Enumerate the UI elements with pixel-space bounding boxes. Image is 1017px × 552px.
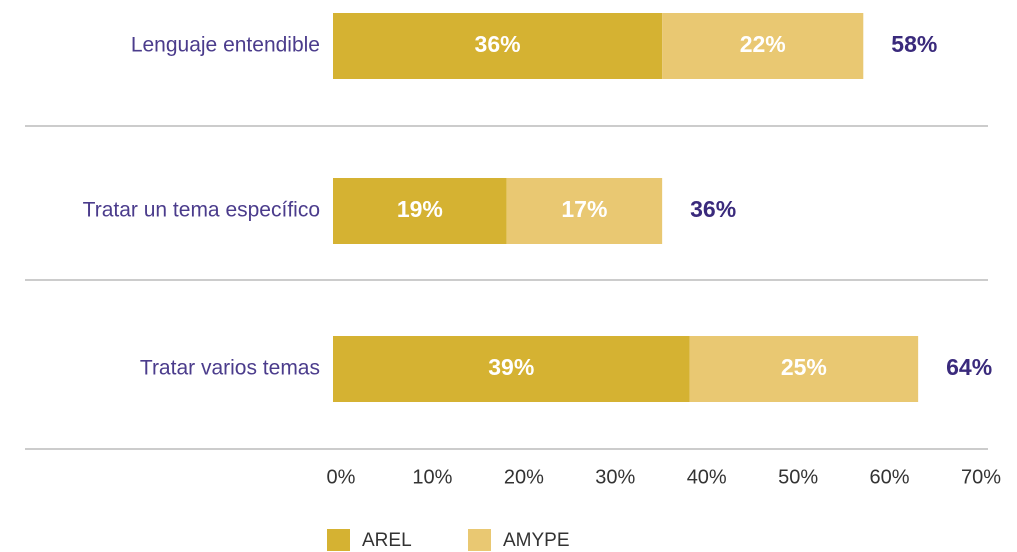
total-label: 36% [690, 196, 736, 222]
total-label: 64% [946, 354, 992, 380]
bar-segment [506, 178, 663, 244]
bar-segment [333, 178, 507, 244]
legend-label: AREL [362, 530, 412, 551]
category-label: Tratar un tema específico [83, 199, 320, 222]
bar-segment [662, 13, 864, 79]
category-label: Tratar varios temas [140, 357, 320, 380]
x-tick-label: 70% [961, 466, 1001, 488]
x-tick-label: 30% [595, 466, 635, 488]
bar-label: 19% [397, 196, 443, 222]
x-tick-label: 10% [412, 466, 452, 488]
x-tick-label: 0% [327, 466, 356, 488]
bar-label: 22% [740, 31, 786, 57]
bar-segment [333, 13, 663, 79]
x-tick-label: 60% [870, 466, 910, 488]
bar-label: 36% [475, 31, 521, 57]
category-label: Lenguaje entendible [131, 34, 320, 57]
total-label: 58% [891, 31, 937, 57]
legend-swatch [327, 529, 350, 551]
bar-segment [333, 336, 690, 402]
x-tick-label: 20% [504, 466, 544, 488]
legend-swatch [468, 529, 491, 551]
x-tick-label: 40% [687, 466, 727, 488]
bar-label: 17% [561, 196, 607, 222]
bar-label: 39% [488, 354, 534, 380]
x-tick-label: 50% [778, 466, 818, 488]
bar-segment [689, 336, 919, 402]
bar-label: 25% [781, 354, 827, 380]
legend-label: AMYPE [503, 530, 570, 551]
